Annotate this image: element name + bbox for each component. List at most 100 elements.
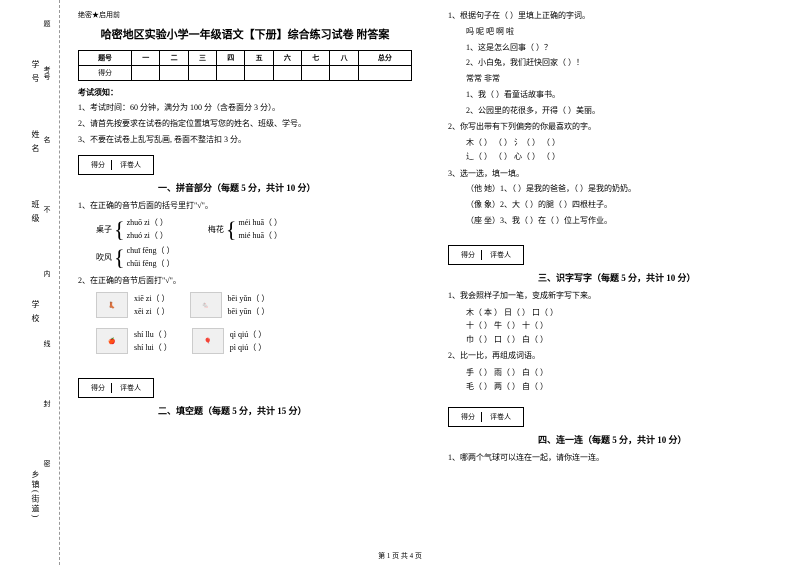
rq3-line: （座 坐）3、我（ ）在（ ）位上写作业。 [466, 215, 782, 228]
rq1-line: 2、公园里的花很多，开得（ ）美丽。 [466, 105, 782, 118]
opt-b: mié huā（ ） [238, 230, 282, 241]
side-label-class: 班级 [30, 200, 41, 228]
td [302, 66, 330, 81]
score-entry-box: 得分 评卷人 [448, 245, 524, 265]
word: 桌子 [96, 224, 112, 235]
rq1-hint: 吗 呢 吧 啊 啦 [466, 26, 782, 39]
th: 五 [245, 51, 273, 66]
rq3-line: （像 象）2、大（ ）的腿（ ）四根柱子。 [466, 199, 782, 212]
rq2-intro: 2、你写出带有下列偏旁的你最喜欢的字。 [448, 121, 782, 134]
opt-b: zhuó zi（ ） [127, 230, 168, 241]
td [217, 66, 245, 81]
score-entry-box: 得分 评卷人 [448, 407, 524, 427]
score-entry-box: 得分 评卷人 [78, 155, 154, 175]
char-row: 十（ ） 牛（ ） 十（ ） [466, 319, 782, 333]
grader-col: 评卷人 [114, 383, 147, 393]
section-4-title: 四、连一连（每题 5 分，共计 10 分） [538, 433, 782, 446]
th: 六 [273, 51, 301, 66]
th: 八 [330, 51, 358, 66]
left-column: 绝密★启用前 哈密地区实验小学一年级语文【下册】综合练习试卷 附答案 题号 一 … [60, 0, 430, 565]
score-entry-box: 得分 评卷人 [78, 378, 154, 398]
th: 一 [132, 51, 160, 66]
td [132, 66, 160, 81]
section-2-title: 二、填空题（每题 5 分，共计 15 分） [158, 404, 412, 417]
brace-icon: { [114, 224, 125, 235]
char-row: 辶（ ） （ ） 心（ ） （ ） [466, 150, 782, 164]
table-row: 得分 [79, 66, 412, 81]
td [330, 66, 358, 81]
side-hint-2: 不 [42, 206, 52, 213]
side-hint-4: 线 [42, 340, 52, 347]
rq1-line: 1、这是怎么回事（ ）？ [466, 42, 782, 55]
side-hint-6: 密 [42, 460, 52, 467]
td [245, 66, 273, 81]
opt-a: xiē zi（ ） [134, 293, 170, 304]
score-table: 题号 一 二 三 四 五 六 七 八 总分 得分 [78, 50, 412, 81]
char-row: 木（ 本 ） 日（ ） 口（ ） [466, 306, 782, 320]
balloon-icon: 🎈 [192, 328, 224, 354]
pinyin-row: 吹风 { chuī fēng（ ） chūi fēng（ ） [96, 245, 412, 269]
page-footer: 第 1 页 共 4 页 [378, 551, 422, 561]
td [273, 66, 301, 81]
opts: xiē zi（ ） xēi zi（ ） [134, 293, 170, 317]
brace-icon: { [114, 252, 125, 263]
opts: méi huā（ ） mié huā（ ） [238, 217, 282, 241]
pinyin-row: 🍎 shí llu（ ） shí lui（ ） 🎈 qì qiú（ ） pì q… [96, 328, 412, 354]
notice-line: 2、请首先按要求在试卷的指定位置填写您的姓名、班级、学号。 [78, 118, 412, 131]
side-hint-5: 封 [42, 400, 52, 407]
section-3-title: 三、识字写字（每题 5 分，共计 10 分） [538, 271, 782, 284]
td [358, 66, 411, 81]
th: 题号 [79, 51, 132, 66]
td [160, 66, 188, 81]
side-dashed-text: 题 [42, 20, 52, 27]
pinyin-row: 👢 xiē zi（ ） xēi zi（ ） 🐁 bēi yǔn（ ） bēi y… [96, 292, 412, 318]
side-hint-3: 内 [42, 270, 52, 277]
opts: chuī fēng（ ） chūi fēng（ ） [127, 245, 175, 269]
s3-q1: 1、我会照样子加一笔，变成新字写下来。 [448, 290, 782, 303]
s4-q1: 1、哪两个气球可以连在一起，请你连一连。 [448, 452, 782, 465]
mouse-icon: 🐁 [190, 292, 222, 318]
rq1-line: 2、小白兔，我们赶快回家（ ）！ [466, 57, 782, 70]
grader-col: 评卷人 [114, 160, 147, 170]
char-row: 毛（ ） 两（ ） 自（ ） [466, 380, 782, 394]
rq1-line: 1、我（ ）看童话故事书。 [466, 89, 782, 102]
table-row: 题号 一 二 三 四 五 六 七 八 总分 [79, 51, 412, 66]
page-container: 学号 考号 姓名 名 班级 不 内 学校 线 封 密 乡镇(街道) 题 绝密★启… [0, 0, 800, 565]
side-hint-0: 考号 [42, 66, 52, 80]
right-column: 1、根据句子在（ ）里填上正确的字词。 吗 呢 吧 啊 啦 1、这是怎么回事（ … [430, 0, 800, 565]
grader-col: 评卷人 [484, 250, 517, 260]
th: 三 [188, 51, 216, 66]
binding-sidebar: 学号 考号 姓名 名 班级 不 内 学校 线 封 密 乡镇(街道) 题 [0, 0, 60, 565]
rq1-intro: 1、根据句子在（ ）里填上正确的字词。 [448, 10, 782, 23]
notice-line: 1、考试时间：60 分钟，满分为 100 分（含卷面分 3 分）。 [78, 102, 412, 115]
opt-b: pì qiú（ ） [230, 342, 266, 353]
boots-icon: 👢 [96, 292, 128, 318]
th: 总分 [358, 51, 411, 66]
q2-intro: 2、在正确的音节后面打"√"。 [78, 275, 412, 288]
score-col: 得分 [455, 250, 482, 260]
word: 吹风 [96, 252, 112, 263]
opt-a: bēi yǔn（ ） [228, 293, 270, 304]
opt-b: shí lui（ ） [134, 342, 172, 353]
side-hint-1: 名 [42, 136, 52, 143]
rq3-intro: 3、选一选，填一填。 [448, 168, 782, 181]
opt-a: méi huā（ ） [238, 217, 282, 228]
main-title: 哈密地区实验小学一年级语文【下册】综合练习试卷 附答案 [78, 26, 412, 42]
opt-b: chūi fēng（ ） [127, 258, 175, 269]
word: 梅花 [208, 224, 224, 235]
char-row: 手（ ） 雨（ ） 白（ ） [466, 366, 782, 380]
side-label-id: 学号 [30, 60, 41, 88]
side-label-name: 姓名 [30, 130, 41, 158]
th: 二 [160, 51, 188, 66]
opt-b: bēi yūn（ ） [228, 306, 270, 317]
side-label-school: 学校 [30, 300, 41, 328]
td [188, 66, 216, 81]
opt-b: xēi zi（ ） [134, 306, 170, 317]
opt-a: qì qiú（ ） [230, 329, 266, 340]
brace-icon: { [226, 224, 237, 235]
opts: qì qiú（ ） pì qiú（ ） [230, 329, 266, 353]
score-col: 得分 [455, 412, 482, 422]
notice-line: 3、不要在试卷上乱写乱画, 卷面不整洁扣 3 分。 [78, 134, 412, 147]
opts: bēi yǔn（ ） bēi yūn（ ） [228, 293, 270, 317]
notice-title: 考试须知： [78, 87, 412, 98]
